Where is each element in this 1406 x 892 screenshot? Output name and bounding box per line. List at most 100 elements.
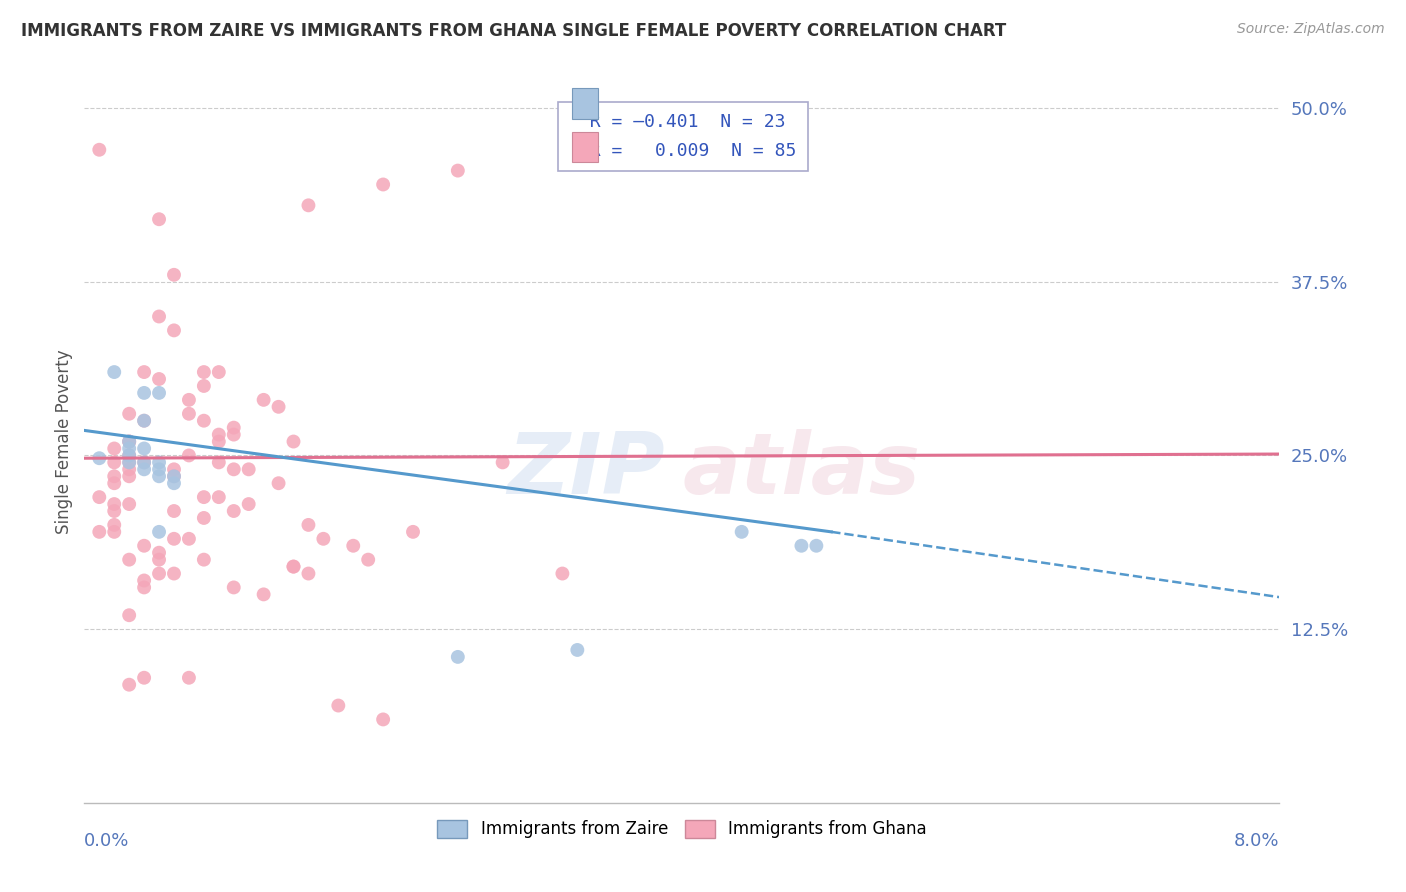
Point (731, 524, 754, 539)
Point (118, 552, 141, 566)
Point (118, 462, 141, 476)
Point (267, 476, 290, 491)
FancyBboxPatch shape (572, 132, 599, 162)
Point (193, 365, 215, 379)
Point (148, 469, 170, 483)
Point (118, 434, 141, 449)
Point (103, 524, 125, 539)
Point (177, 392, 200, 407)
Point (177, 407, 200, 421)
Point (118, 455, 141, 469)
Point (342, 539, 364, 553)
Point (89, 524, 111, 539)
Point (148, 524, 170, 539)
Point (132, 455, 156, 469)
Point (103, 365, 125, 379)
Point (208, 455, 231, 469)
Point (193, 552, 215, 566)
Point (208, 490, 231, 504)
Point (177, 532, 200, 546)
Point (132, 462, 156, 476)
Point (118, 497, 141, 511)
Point (402, 524, 425, 539)
Text: Source: ZipAtlas.com: Source: ZipAtlas.com (1237, 22, 1385, 37)
Point (163, 469, 186, 483)
Point (132, 365, 156, 379)
Point (132, 539, 156, 553)
Point (148, 455, 170, 469)
Point (222, 420, 245, 434)
Point (163, 469, 186, 483)
Point (103, 504, 125, 518)
Point (118, 449, 141, 463)
Point (193, 511, 215, 525)
Point (103, 517, 125, 532)
Point (208, 427, 231, 442)
Point (193, 490, 215, 504)
Point (118, 469, 141, 483)
Point (148, 552, 170, 566)
Legend: Immigrants from Zaire, Immigrants from Ghana: Immigrants from Zaire, Immigrants from G… (430, 813, 934, 845)
Text: 8.0%: 8.0% (1234, 831, 1279, 850)
Point (283, 559, 305, 574)
Point (222, 581, 245, 595)
FancyBboxPatch shape (572, 88, 599, 119)
Point (177, 449, 200, 463)
Point (373, 713, 395, 727)
Point (132, 581, 156, 595)
Point (297, 198, 319, 212)
Point (163, 323, 186, 337)
Point (163, 476, 186, 491)
Text: IMMIGRANTS FROM ZAIRE VS IMMIGRANTS FROM GHANA SINGLE FEMALE POVERTY CORRELATION: IMMIGRANTS FROM ZAIRE VS IMMIGRANTS FROM… (21, 22, 1007, 40)
Point (267, 400, 290, 414)
Point (132, 414, 156, 428)
Point (148, 212, 170, 227)
Point (118, 449, 141, 463)
Point (328, 698, 350, 713)
Point (193, 379, 215, 393)
Point (222, 462, 245, 476)
Point (283, 559, 305, 574)
Point (253, 587, 276, 601)
Point (222, 504, 245, 518)
Point (132, 671, 156, 685)
Text: R = –0.401  N = 23
  R =   0.009  N = 85: R = –0.401 N = 23 R = 0.009 N = 85 (568, 112, 797, 160)
Text: ZIP: ZIP (508, 429, 665, 512)
Point (238, 462, 260, 476)
Point (103, 476, 125, 491)
Point (790, 539, 813, 553)
Point (132, 442, 156, 456)
Point (103, 469, 125, 483)
Point (132, 574, 156, 588)
Point (132, 455, 156, 469)
Point (297, 566, 319, 581)
Point (148, 546, 170, 560)
Point (222, 427, 245, 442)
Point (103, 455, 125, 469)
Point (148, 310, 170, 324)
Point (148, 372, 170, 386)
Point (551, 566, 574, 581)
Point (118, 407, 141, 421)
Point (148, 385, 170, 400)
Point (283, 434, 305, 449)
Point (447, 649, 470, 664)
Point (193, 414, 215, 428)
Point (806, 539, 828, 553)
Point (177, 671, 200, 685)
Point (253, 392, 276, 407)
Point (118, 455, 141, 469)
Point (148, 566, 170, 581)
Point (118, 608, 141, 623)
Point (567, 643, 589, 657)
Point (297, 517, 319, 532)
Point (132, 385, 156, 400)
Point (208, 434, 231, 449)
Point (103, 442, 125, 456)
Point (447, 163, 470, 178)
Text: 0.0%: 0.0% (84, 831, 129, 850)
Point (373, 178, 395, 192)
Point (103, 497, 125, 511)
Point (163, 566, 186, 581)
Point (312, 532, 335, 546)
